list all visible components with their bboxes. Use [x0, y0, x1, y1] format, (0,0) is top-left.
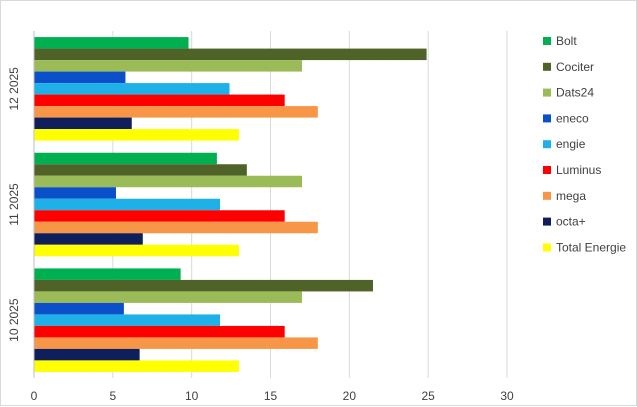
bar-eneco [34, 187, 116, 199]
bar-dats24 [34, 291, 303, 303]
legend-label: engie [556, 137, 586, 151]
bar-bolt [34, 268, 181, 280]
legend-swatch [543, 114, 551, 123]
bar-engie [34, 314, 221, 326]
bar-mega [34, 337, 318, 349]
legend-swatch [543, 62, 551, 71]
bar-dats24 [34, 60, 303, 72]
bar-engie [34, 198, 221, 211]
category-label: 12 2025 [7, 67, 21, 111]
x-tick-label: 20 [343, 389, 357, 403]
bar-total-energie [34, 360, 239, 372]
bar-luminus [34, 210, 285, 222]
bar-engie [34, 83, 230, 95]
legend-swatch [543, 191, 551, 200]
bar-eneco [34, 71, 126, 84]
legend-label: mega [556, 189, 586, 203]
legend-label: eneco [556, 111, 589, 125]
legend-swatch [543, 217, 551, 226]
legend-swatch [543, 166, 551, 174]
legend-swatch [543, 37, 551, 45]
x-tick-label: 5 [109, 389, 116, 403]
legend-label: Total Energie [556, 240, 626, 254]
legend-label: Luminus [556, 163, 601, 177]
bar-octa- [34, 348, 140, 361]
bar-mega [34, 106, 318, 118]
legend-label: octa+ [556, 215, 586, 229]
bar-luminus [34, 325, 285, 338]
axis: 0 5 10 15 20 25 30 10 2025 11 2025 12 2025 [7, 31, 514, 403]
legend-swatch [543, 243, 551, 252]
category-label: 10 2025 [7, 298, 21, 342]
bar-luminus [34, 94, 285, 107]
x-tick-label: 30 [500, 389, 514, 403]
legend-swatch [543, 88, 551, 97]
x-tick-label: 10 [185, 389, 199, 403]
bar-cociter [34, 48, 427, 61]
bar-octa- [34, 117, 132, 130]
category-label: 11 2025 [7, 183, 21, 226]
bar-cociter [34, 279, 373, 292]
bar-octa- [34, 233, 143, 245]
legend-label: Dats24 [556, 86, 594, 100]
bars [34, 37, 427, 372]
bar-mega [34, 221, 318, 234]
legend-swatch [543, 140, 551, 149]
legend-label: Bolt [556, 34, 577, 48]
bar-eneco [34, 302, 124, 315]
legend-label: Cociter [556, 60, 594, 74]
x-tick-label: 15 [264, 389, 278, 403]
x-tick-label: 25 [421, 389, 435, 403]
x-tick-label: 0 [31, 389, 38, 403]
bar-dats24 [34, 175, 303, 188]
legend: Bolt Cociter Dats24 eneco engie Luminus mega oc… [543, 34, 626, 254]
bar-total-energie [34, 244, 239, 257]
bar-bolt [34, 152, 217, 165]
bar-bolt [34, 37, 189, 49]
bar-total-energie [34, 129, 239, 141]
bar-cociter [34, 164, 247, 176]
